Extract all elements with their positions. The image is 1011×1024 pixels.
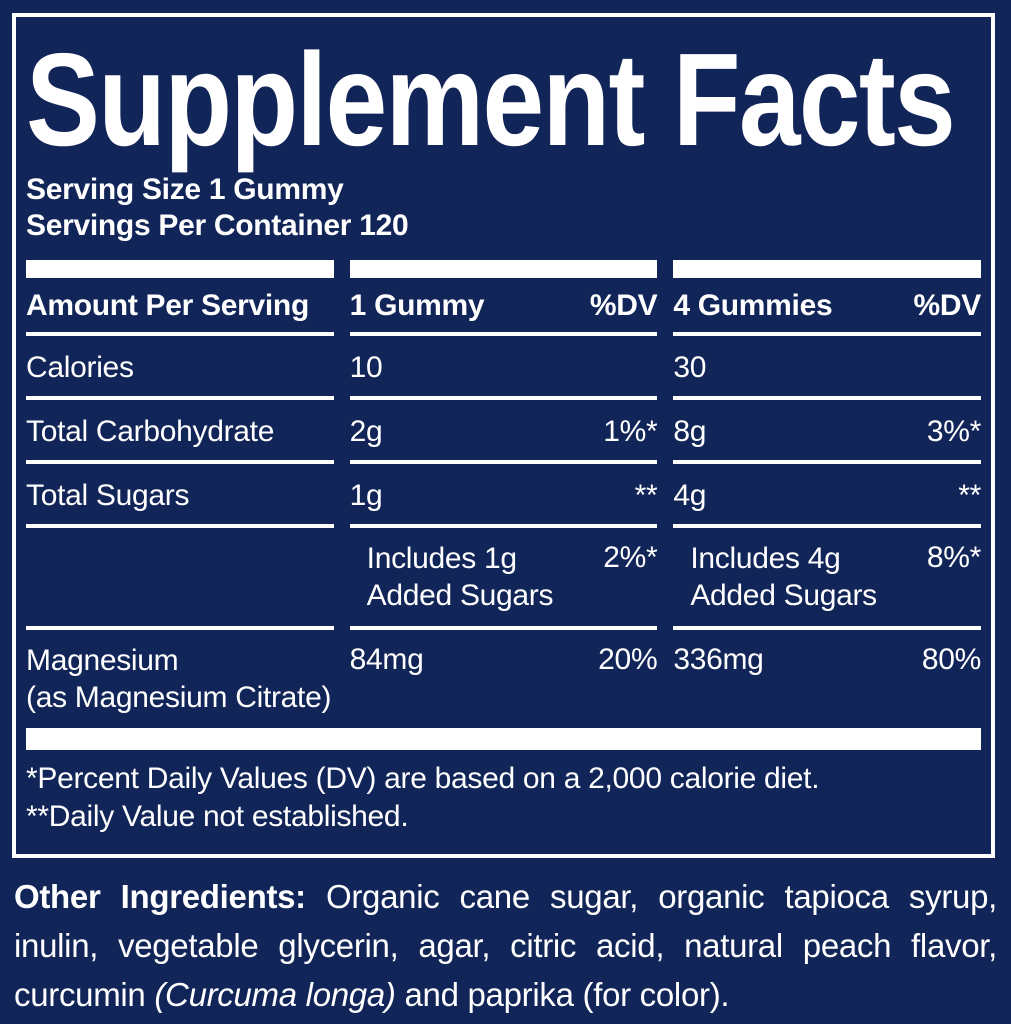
row-cell-4gummies: 4g ** (673, 478, 981, 514)
other-ingredients: Other Ingredients: Organic cane sugar, o… (14, 872, 997, 1019)
row-dv: ** (958, 479, 981, 513)
footnote-dv-not-established: **Daily Value not established. (26, 800, 409, 834)
header-4-gummies: 4 Gummies (673, 289, 833, 323)
divider-under-calories (26, 396, 981, 401)
row-label: Total Sugars (26, 479, 190, 513)
header-amount-per-serving: Amount Per Serving (26, 289, 309, 323)
table-bottom-bar (26, 728, 981, 751)
divider-line (349, 524, 658, 529)
row-cell-1gummy: 2g 1%* (350, 414, 658, 450)
divider-line (26, 524, 334, 529)
row-value: Includes 1g Added Sugars (350, 540, 554, 614)
footnotes: *Percent Daily Values (DV) are based on … (26, 760, 981, 836)
row-value: 30 (673, 351, 707, 385)
table-header-row: Amount Per Serving 1 Gummy %DV 4 Gummies… (26, 278, 981, 332)
other-ingredients-text-2: and paprika (for color). (395, 976, 730, 1013)
divider-line (26, 332, 334, 337)
row-cell-4gummies: Includes 4g Added Sugars 8%* (673, 540, 981, 614)
divider-under-total-carbohydrate (26, 460, 981, 465)
row-value-line1: Includes 4g (690, 542, 841, 576)
divider-line (349, 396, 658, 401)
row-label: Magnesium (as Magnesium Citrate) (26, 642, 334, 716)
row-value: 2g (349, 415, 383, 449)
divider-line (673, 460, 981, 465)
row-dv: 8%* (926, 541, 981, 575)
top-bar-col3 (673, 260, 981, 279)
supplement-facts-panel: Supplement Facts Serving Size 1 Gummy Se… (12, 13, 995, 858)
divider-under-added-sugars (26, 626, 981, 631)
row-dv: 2%* (603, 541, 658, 575)
footnote-percent-dv: *Percent Daily Values (DV) are based on … (26, 762, 820, 796)
table-row-total-carbohydrate: Total Carbohydrate 2g 1%* 8g 3%* (26, 400, 981, 460)
row-dv: 80% (921, 643, 981, 677)
header-dv-1: %DV (589, 289, 658, 323)
row-value: 4g (673, 479, 707, 513)
row-value: 336mg (673, 643, 764, 677)
table-row-calories: Calories 10 30 (26, 336, 981, 396)
row-label-line1: Magnesium (26, 644, 179, 678)
row-value-line2: Added Sugars (690, 579, 877, 613)
panel-title: Supplement Facts (26, 26, 956, 173)
row-cell-4gummies: 336mg 80% (673, 642, 981, 716)
header-4-gummies-group: 4 Gummies %DV (673, 288, 981, 324)
row-label (26, 540, 334, 614)
divider-line (673, 524, 981, 529)
header-1-gummy-group: 1 Gummy %DV (350, 288, 658, 324)
serving-info: Serving Size 1 Gummy Servings Per Contai… (26, 172, 981, 244)
row-value: 8g (673, 415, 707, 449)
row-cell-1gummy: Includes 1g Added Sugars 2%* (350, 540, 658, 614)
table-row-magnesium: Magnesium (as Magnesium Citrate) 84mg 20… (26, 630, 981, 728)
top-bar-col2 (349, 260, 658, 279)
divider-line (26, 626, 334, 631)
table-top-bars (26, 260, 981, 279)
row-value-line2: Added Sugars (366, 579, 554, 613)
row-dv: 1%* (603, 415, 658, 449)
table-row-added-sugars: Includes 1g Added Sugars 2%* Includes 4g… (26, 528, 982, 626)
row-dv: ** (634, 479, 658, 513)
row-dv: 3%* (926, 415, 981, 449)
row-label: Calories (26, 351, 134, 385)
divider-line (349, 626, 658, 631)
servings-per-container: Servings Per Container 120 (26, 209, 409, 243)
other-ingredients-label: Other Ingredients: (14, 878, 306, 915)
row-dv: 20% (598, 643, 658, 677)
divider-line (349, 460, 658, 465)
other-ingredients-text-1: Organic cane sugar, organic tapioca syru… (14, 878, 997, 1013)
divider-line (26, 460, 334, 465)
row-value: Includes 4g Added Sugars (673, 540, 877, 614)
row-value: 84mg (349, 643, 424, 677)
row-cell-4gummies: 30 (673, 350, 981, 386)
row-value: 1g (349, 479, 383, 513)
table-row-total-sugars: Total Sugars 1g ** 4g ** (26, 464, 981, 524)
divider-under-header (26, 332, 981, 337)
header-dv-2: %DV (913, 289, 982, 323)
divider-under-total-sugars (26, 524, 981, 529)
row-cell-1gummy: 10 (350, 350, 658, 386)
row-label-line2: (as Magnesium Citrate) (26, 681, 332, 715)
divider-line (673, 626, 981, 631)
divider-line (673, 396, 981, 401)
other-ingredients-latin-name: (Curcuma longa) (154, 976, 396, 1013)
row-cell-1gummy: 1g ** (350, 478, 658, 514)
row-cell-4gummies: 8g 3%* (673, 414, 981, 450)
header-1-gummy: 1 Gummy (349, 289, 485, 323)
top-bar-col1 (26, 260, 334, 279)
serving-size: Serving Size 1 Gummy (26, 173, 344, 207)
row-value: 10 (349, 351, 383, 385)
row-value-line1: Includes 1g (366, 542, 517, 576)
row-cell-1gummy: 84mg 20% (350, 642, 658, 716)
divider-line (26, 396, 334, 401)
divider-line (349, 332, 658, 337)
divider-line (673, 332, 981, 337)
row-label: Total Carbohydrate (26, 415, 275, 449)
